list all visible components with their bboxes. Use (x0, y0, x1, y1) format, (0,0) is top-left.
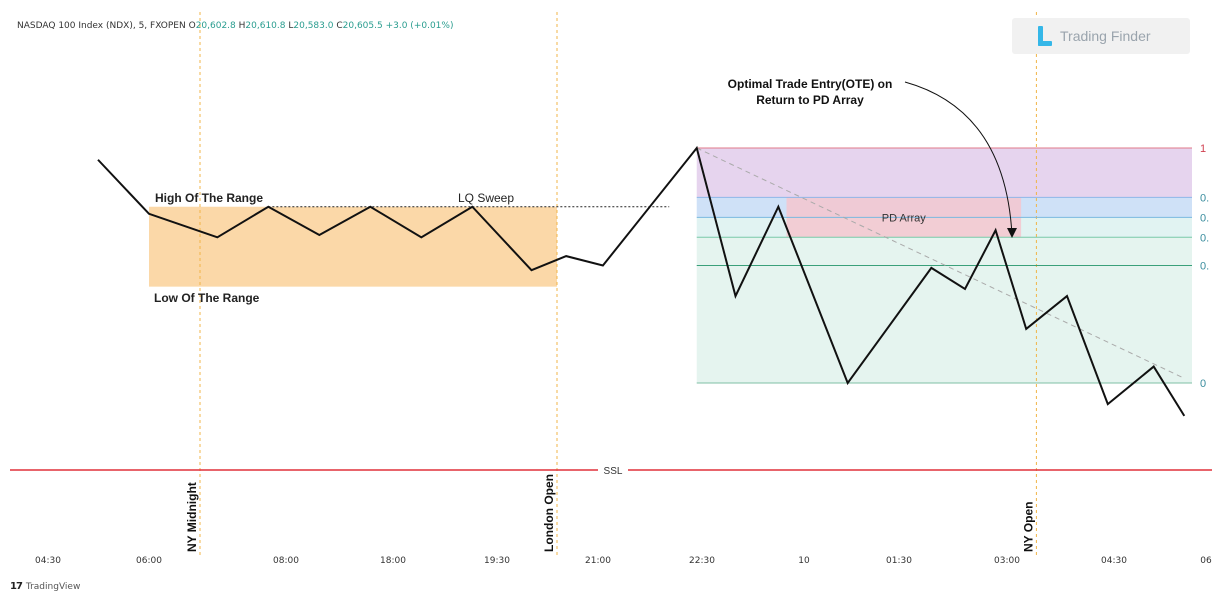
fib-level-label: 0. (1200, 212, 1209, 224)
high-value: 20,610.8 (245, 21, 286, 31)
tradingview-footer: 17 TradingView (10, 581, 80, 592)
close-label: C (336, 21, 343, 31)
trading-finder-icon (1038, 26, 1052, 46)
discount-zone (696, 237, 1192, 383)
fib-level-label: 0. (1200, 232, 1209, 244)
low-label: L (288, 21, 294, 31)
ote-annotation-line1: Optimal Trade Entry(OTE) on (728, 77, 893, 91)
ote-annotation-line2: Return to PD Array (756, 93, 864, 107)
x-tick-label: 04:30 (35, 556, 61, 566)
session-label: London Open (542, 474, 556, 552)
open-value: 20,602.8 (195, 21, 236, 31)
ote-arrow (904, 81, 1013, 236)
tradingview-label: TradingView (25, 581, 81, 592)
x-tick-label: 06:00 (136, 556, 162, 566)
x-tick-label: 06 (1200, 556, 1212, 566)
trading-finder-logo: Trading Finder (1012, 18, 1190, 54)
fib-level-label: 0. (1200, 192, 1209, 204)
ssl-label-bg (598, 463, 628, 477)
fib-level-label: 0. (1200, 261, 1209, 273)
session-label: NY Midnight (185, 482, 199, 552)
x-tick-label: 01:30 (886, 556, 912, 566)
x-tick-label: 03:00 (994, 556, 1020, 566)
x-tick-label: 18:00 (380, 556, 406, 566)
x-tick-label: 08:00 (273, 556, 299, 566)
fib-level-label: 0 (1200, 378, 1206, 390)
low-value: 20,583.0 (293, 21, 334, 31)
tradingview-icon: 17 (10, 581, 23, 592)
ssl-label: SSL (604, 466, 623, 477)
brand-name: Trading Finder (1060, 28, 1151, 44)
x-tick-label: 21:00 (585, 556, 611, 566)
symbol-label: NASDAQ 100 Index (NDX), 5, FXOPEN (17, 21, 186, 31)
lq-sweep-label: LQ Sweep (458, 191, 514, 205)
open-label: O (188, 21, 196, 31)
x-tick-label: 19:30 (484, 556, 510, 566)
low-of-range-label: Low Of The Range (154, 291, 260, 305)
price-line (97, 145, 1186, 417)
high-label: H (238, 21, 246, 31)
x-tick-label: 04:30 (1101, 556, 1127, 566)
session-label: NY Open (1021, 502, 1035, 552)
x-tick-label: 10 (798, 556, 810, 566)
fib-level-label: 1 (1200, 143, 1206, 155)
x-tick-label: 22:30 (689, 556, 715, 566)
change-value: +3.0 (+0.01%) (385, 21, 454, 31)
high-of-range-label: High Of The Range (155, 191, 263, 205)
premium-zone (696, 148, 1192, 198)
close-value: 20,605.5 (342, 21, 383, 31)
range-box (149, 206, 557, 287)
pd-array-label: PD Array (882, 212, 927, 224)
symbol-header: NASDAQ 100 Index (NDX), 5, FXOPEN O20,60… (17, 21, 453, 31)
ote-arrow-head (1007, 228, 1017, 238)
